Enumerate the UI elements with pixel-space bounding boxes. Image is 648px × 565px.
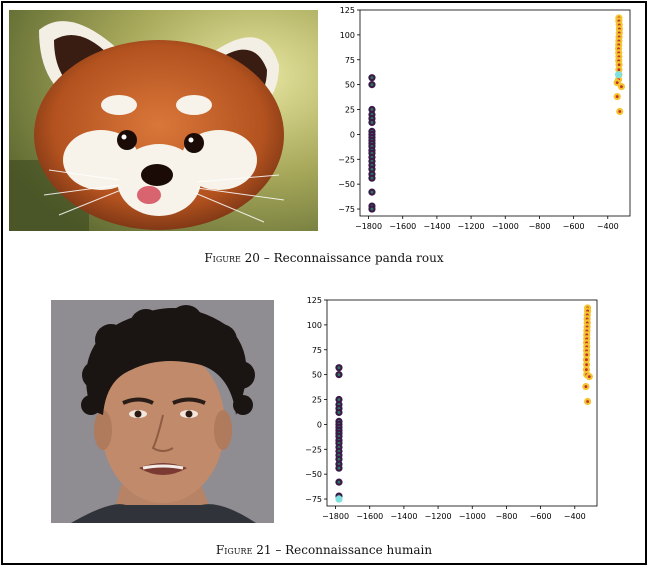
data-point-inner bbox=[586, 400, 590, 403]
data-point-inner bbox=[620, 85, 623, 89]
y-tick-label: −50 bbox=[305, 470, 322, 479]
data-point-inner bbox=[585, 368, 588, 372]
data-point-inner bbox=[585, 363, 588, 367]
x-tick-label: −1400 bbox=[390, 512, 417, 521]
y-tick-label: 25 bbox=[345, 106, 355, 115]
x-tick-label: −1600 bbox=[389, 222, 416, 231]
data-point-inner bbox=[584, 385, 588, 388]
x-tick-label: −1400 bbox=[423, 222, 450, 231]
red-panda-photo bbox=[9, 10, 318, 231]
data-point-inner bbox=[585, 353, 589, 357]
x-tick-label: −1200 bbox=[425, 512, 452, 521]
data-point-inner bbox=[337, 366, 341, 370]
data-point-inner bbox=[337, 457, 341, 461]
x-tick-label: −600 bbox=[530, 512, 552, 521]
y-tick-label: −25 bbox=[305, 445, 322, 454]
x-tick-label: −600 bbox=[563, 222, 585, 231]
y-tick-label: 0 bbox=[350, 130, 355, 139]
x-tick-label: −800 bbox=[495, 512, 517, 521]
figure-20-label: Figure 20 bbox=[204, 251, 260, 265]
y-tick-label: 25 bbox=[312, 396, 322, 405]
y-tick-label: 50 bbox=[345, 81, 355, 90]
data-point-inner bbox=[337, 398, 341, 401]
x-tick-label: −1000 bbox=[459, 512, 486, 521]
data-point-inner bbox=[585, 358, 588, 362]
data-point-inner bbox=[370, 167, 374, 171]
figure-20-text: Reconnaissance panda roux bbox=[273, 251, 444, 265]
data-point-inner bbox=[337, 466, 341, 470]
data-point-inner bbox=[370, 83, 374, 87]
data-point-inner bbox=[370, 190, 374, 194]
data-point-inner bbox=[370, 76, 374, 80]
data-point-inner bbox=[370, 176, 374, 180]
data-point-inner bbox=[370, 207, 374, 211]
y-tick-label: 100 bbox=[307, 321, 322, 330]
y-tick-label: 100 bbox=[340, 31, 355, 40]
x-tick-label: −800 bbox=[528, 222, 550, 231]
human-face-illustration bbox=[51, 300, 274, 523]
figure-20-separator: – bbox=[259, 251, 274, 265]
data-point-inner bbox=[370, 108, 374, 111]
red-panda-illustration bbox=[9, 10, 318, 231]
plot-frame bbox=[359, 9, 631, 217]
x-tick-label: −400 bbox=[564, 512, 586, 521]
x-tick-label: −1800 bbox=[322, 512, 349, 521]
y-tick-label: −25 bbox=[338, 155, 355, 164]
data-point-inner bbox=[337, 497, 341, 501]
y-tick-label: 0 bbox=[317, 420, 322, 429]
data-point-inner bbox=[617, 73, 620, 77]
figure-20-caption: Figure 20 – Reconnaissance panda roux bbox=[0, 251, 648, 265]
data-point-inner bbox=[618, 110, 622, 113]
data-point-inner bbox=[615, 95, 619, 98]
data-point-inner bbox=[337, 411, 341, 414]
figure-21-text: Reconnaissance humain bbox=[285, 543, 433, 557]
x-tick-label: −1200 bbox=[458, 222, 485, 231]
scatter-chart-human: −1800 −1600 −1400 −1200 −1000 −800 −600 −400 −75… bbox=[292, 296, 607, 532]
human-face-photo bbox=[51, 300, 274, 523]
y-tick-label: 125 bbox=[307, 296, 322, 305]
scatter-chart-panda-svg: −1800 −1600 −1400 −1200 −1000 −800 −600 −400 −75… bbox=[338, 6, 631, 231]
x-tick-label: −400 bbox=[597, 222, 619, 231]
x-tick-label: −1800 bbox=[355, 222, 382, 231]
figure-21-separator: – bbox=[271, 543, 286, 557]
scatter-chart-human-svg: −1800 −1600 −1400 −1200 −1000 −800 −600 −400 −75… bbox=[305, 296, 598, 521]
y-tick-label: −50 bbox=[338, 180, 355, 189]
x-tick-label: −1000 bbox=[492, 222, 519, 231]
scatter-chart-panda: −1800 −1600 −1400 −1200 −1000 −800 −600 −400 −75… bbox=[325, 6, 640, 242]
data-point-inner bbox=[617, 68, 621, 72]
y-tick-label: 75 bbox=[312, 346, 322, 355]
y-tick-label: 50 bbox=[312, 371, 322, 380]
y-tick-label: 75 bbox=[345, 56, 355, 65]
data-point-inner bbox=[370, 121, 374, 124]
y-tick-label: 125 bbox=[340, 6, 355, 15]
y-tick-label: −75 bbox=[338, 205, 355, 214]
x-tick-label: −1600 bbox=[356, 512, 383, 521]
plot-frame bbox=[326, 299, 598, 507]
y-tick-label: −75 bbox=[305, 495, 322, 504]
figure-21-caption: Figure 21 – Reconnaissance humain bbox=[0, 543, 648, 557]
data-point-inner bbox=[337, 373, 341, 377]
data-point-inner bbox=[617, 63, 621, 67]
data-point-inner bbox=[337, 480, 341, 484]
data-point-inner bbox=[615, 81, 619, 85]
figure-21-label: Figure 21 bbox=[215, 543, 272, 557]
data-point-inner bbox=[587, 375, 591, 379]
